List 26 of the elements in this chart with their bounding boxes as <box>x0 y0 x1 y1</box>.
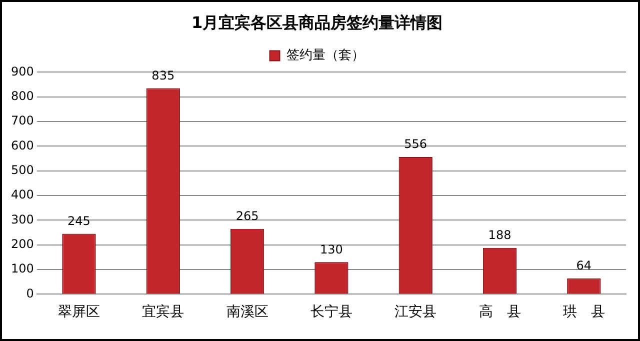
data-label: 64 <box>576 258 592 273</box>
y-tick-label: 800 <box>11 88 34 103</box>
x-tick-label: 南溪区 <box>226 304 268 320</box>
y-tick-label: 200 <box>11 236 34 251</box>
y-tick-label: 600 <box>11 138 34 152</box>
data-label: 130 <box>320 242 343 256</box>
y-tick-label: 0 <box>26 286 34 300</box>
y-tick-label: 900 <box>11 64 34 78</box>
data-label: 265 <box>236 208 259 223</box>
data-label: 556 <box>404 137 428 152</box>
y-tick-label: 300 <box>11 212 34 226</box>
x-tick-label: 宜宾县 <box>142 304 184 320</box>
data-label: 245 <box>68 214 90 228</box>
chart-title: 1月宜宾各区县商品房签约量详情图 <box>191 12 443 32</box>
y-tick-label: 400 <box>11 188 34 202</box>
legend-label: 签约量（套） <box>286 48 364 64</box>
x-tick-label: 长宁县 <box>310 304 352 320</box>
x-tick-label: 江安县 <box>394 304 437 320</box>
data-label: 188 <box>488 228 512 242</box>
y-tick-label: 700 <box>11 114 34 128</box>
y-tick-label: 500 <box>11 162 34 177</box>
x-tick-label: 珙 县 <box>562 304 605 320</box>
data-label: 835 <box>152 68 175 82</box>
x-tick-label: 翠屏区 <box>58 304 100 320</box>
y-tick-label: 100 <box>11 262 34 276</box>
x-tick-label: 高 县 <box>478 304 521 320</box>
